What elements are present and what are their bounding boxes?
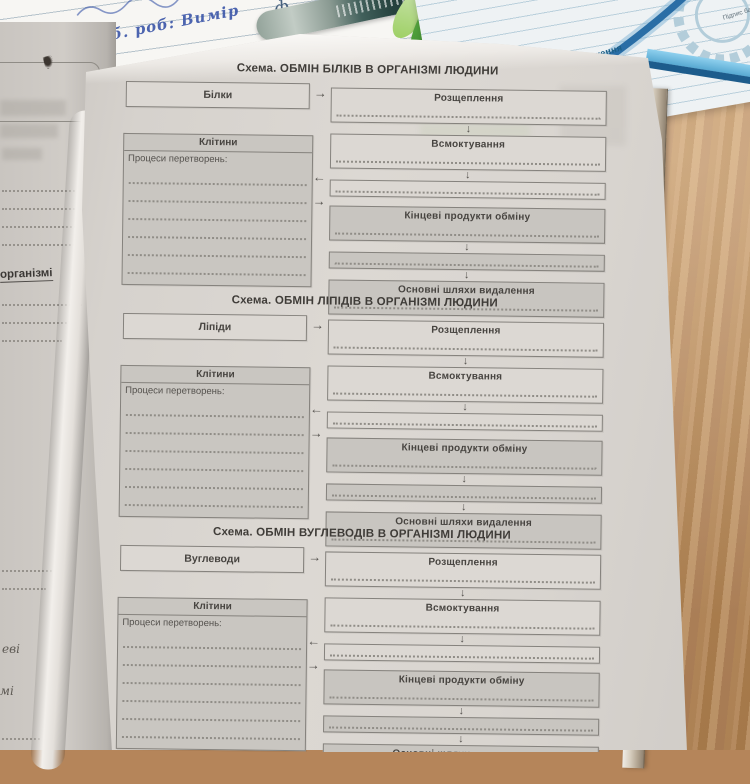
flow-column: Розщеплення ↓ Всмоктування ↓ Кінцеві про… — [325, 319, 605, 550]
arrow-right-icon: → — [308, 549, 322, 565]
flow-box-splitting: Розщеплення — [330, 87, 607, 126]
page-content: Схема. ОБМІН БІЛКІВ В ОРГАНІЗМІ ЛЮДИНИ Б… — [115, 61, 611, 752]
cells-box: Клітини Процеси перетворень: — [115, 596, 308, 752]
left-page-word: організмі — [0, 267, 53, 283]
flow-box-removal: Основні шляхи видалення — [322, 743, 599, 752]
arrow-right-icon: → — [313, 85, 327, 101]
ink-doodle — [42, 55, 55, 69]
flow-box-absorption: Всмоктування — [329, 133, 607, 172]
flow-box-end-products: Кінцеві продукти обміну — [326, 437, 603, 476]
show-through-text — [2, 148, 42, 160]
substance-box: Вуглеводи — [119, 544, 305, 574]
flow-box-end-products: Кінцеві продукти обміну — [323, 669, 600, 708]
scheme-proteins: Схема. ОБМІН БІЛКІВ В ОРГАНІЗМІ ЛЮДИНИ Б… — [121, 61, 611, 318]
lined-notebook: лаб. роб: Вимір ф — [0, 0, 632, 185]
arrow-left-icon: ← — [309, 401, 324, 417]
arrow-right-icon: → — [306, 657, 320, 673]
scheme-title: Схема. ОБМІН БІЛКІВ В ОРГАНІЗМІ ЛЮДИНИ — [236, 62, 499, 78]
flow-box-absorption: Всмоктування — [324, 597, 601, 636]
handwriting-squiggle — [76, 0, 215, 16]
flow-column: Розщеплення ↓ Всмоктування ↓ Кінцеві про… — [328, 87, 607, 318]
arrow-right-icon: → — [309, 425, 323, 441]
arrow-right-icon: → — [310, 317, 325, 333]
arrow-right-icon: → — [312, 193, 326, 209]
show-through-text — [0, 124, 58, 138]
cells-box: Клітини Процеси перетворень: — [121, 132, 314, 288]
arrow-left-icon: ← — [307, 633, 321, 649]
flow-box-splitting: Розщеплення — [327, 319, 605, 358]
cursive-fragment: еві — [2, 642, 20, 656]
cursive-fragment: мі — [0, 684, 14, 698]
flow-box-splitting: Розщеплення — [324, 551, 602, 590]
arrow-left-icon: ← — [312, 169, 326, 185]
flow-box-absorption: Всмоктування — [327, 365, 604, 404]
cells-box: Клітини Процеси перетворень: — [118, 364, 311, 520]
flow-box-end-products: Кінцеві продукти обміну — [329, 205, 606, 244]
flow-column: Розщеплення ↓ Всмоктування ↓ Кінцеві про… — [322, 551, 602, 752]
substance-box: Ліпіди — [122, 312, 308, 342]
workbook-page: Схема. ОБМІН БІЛКІВ В ОРГАНІЗМІ ЛЮДИНИ Б… — [82, 34, 687, 752]
substance-box: Білки — [125, 80, 310, 110]
show-through-text — [0, 100, 66, 116]
